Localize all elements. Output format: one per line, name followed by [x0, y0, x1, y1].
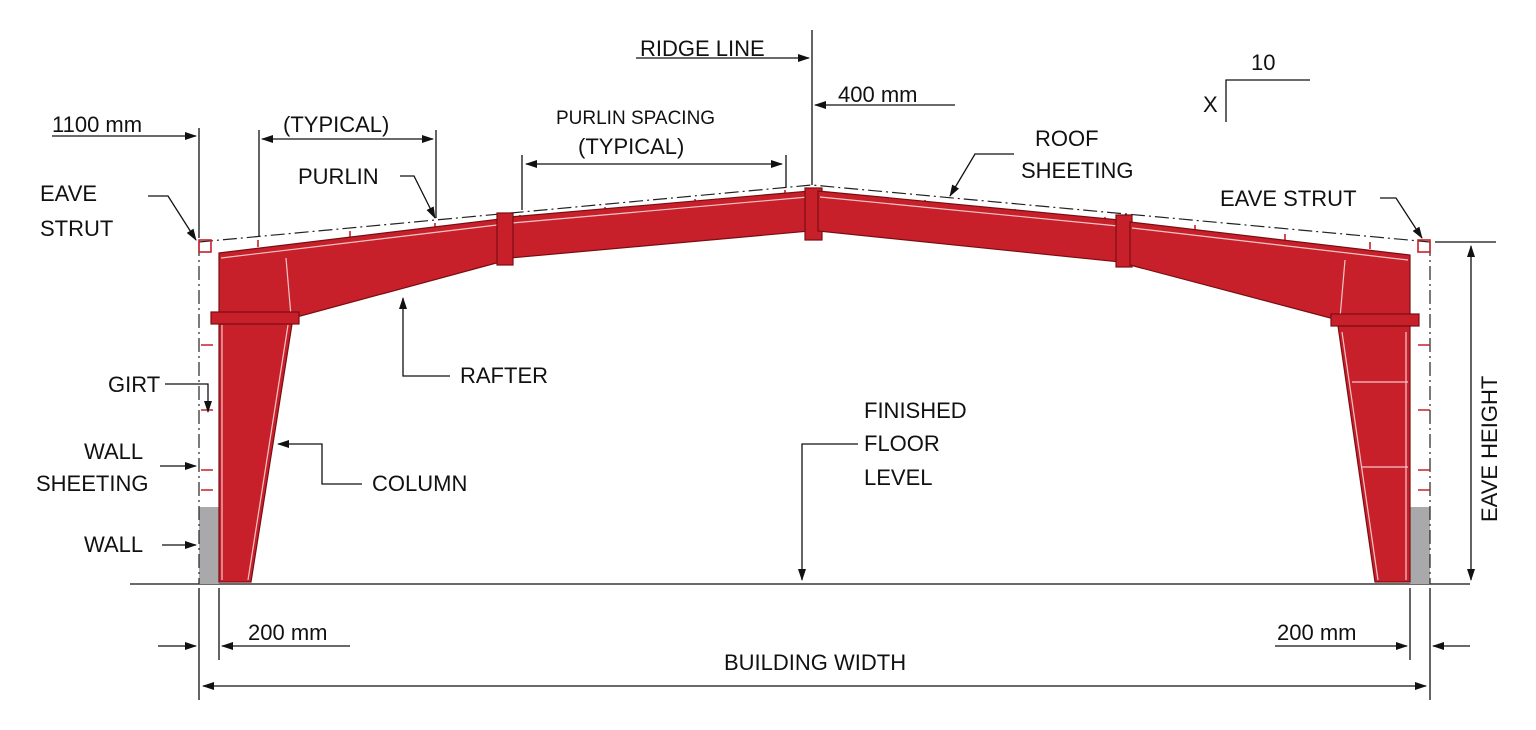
left-dim-label: 200 mm [248, 620, 327, 645]
eave-strut-left [198, 239, 212, 253]
roof-sheeting-leader [949, 153, 1014, 197]
rafter-left-1 [218, 218, 501, 319]
wall-label: WALL [84, 532, 143, 557]
ffl-leader [798, 443, 858, 581]
purlin-leader [400, 175, 436, 219]
wall-left [199, 507, 219, 584]
girts [201, 344, 1430, 491]
column-label: COLUMN [372, 471, 467, 496]
purlin-label: PURLIN [298, 164, 379, 189]
purlin-spacing-label: PURLIN SPACING [556, 108, 715, 129]
eave-strut-right-leader [1380, 197, 1423, 239]
right-dim-label: 200 mm [1277, 620, 1356, 645]
knee-flange-right [1330, 313, 1420, 327]
splice-left [496, 212, 514, 266]
eave-offset-label: 1100 mm [52, 112, 142, 137]
eave-strut-left-label-2: STRUT [40, 216, 113, 241]
column-left [218, 317, 294, 583]
eave-height-label: EAVE HEIGHT [1477, 376, 1502, 522]
ridge-offset-label: 400 mm [838, 82, 917, 107]
roof-sheeting-label-1: ROOF [1035, 126, 1099, 151]
typical-label: (TYPICAL) [283, 112, 389, 137]
ridge-line-label: RIDGE LINE [640, 36, 765, 61]
column-leader [277, 440, 362, 485]
rafter-label: RAFTER [460, 363, 548, 388]
ffl-label-1: FINISHED [864, 398, 967, 423]
eave-strut-left-leader [148, 195, 197, 241]
eave-strut-left-label-1: EAVE [40, 181, 97, 206]
wall-sheeting-label-1: WALL [84, 439, 143, 464]
ffl-label-3: LEVEL [864, 465, 933, 490]
wall-right [1410, 507, 1430, 584]
svg-text:X: X [1203, 92, 1218, 117]
building-width-label: BUILDING WIDTH [724, 650, 906, 675]
eave-strut-right-label: EAVE STRUT [1220, 186, 1357, 211]
ffl-label-2: FLOOR [864, 431, 940, 456]
svg-text:10: 10 [1251, 50, 1275, 75]
roof-sheeting-line [198, 184, 1431, 243]
slope-indicator: 10 X [1203, 50, 1310, 122]
roof-sheeting-label-2: SHEETING [1021, 158, 1133, 183]
eave-strut-right [1417, 239, 1431, 253]
purlin-spacing-typical-label: (TYPICAL) [578, 134, 684, 159]
rafter-right-1 [1129, 221, 1411, 321]
girt-leader [165, 383, 212, 413]
wall-sheeting-label-2: SHEETING [36, 471, 148, 496]
column-right [1337, 325, 1411, 583]
knee-flange-left [210, 311, 300, 325]
rafter-leader [399, 297, 450, 377]
girt-label: GIRT [108, 372, 160, 397]
